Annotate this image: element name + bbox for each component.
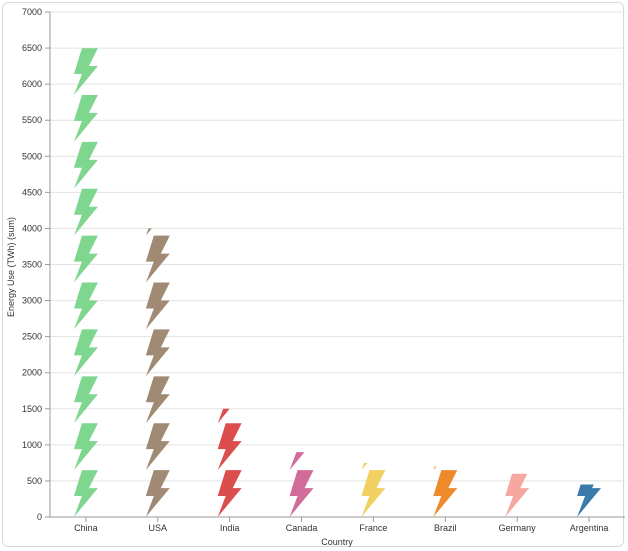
lightning-bolt-icon [73,470,98,517]
lightning-bolt-icon [73,48,98,95]
y-tick-label: 1500 [22,404,42,414]
y-tick-label: 2500 [22,332,42,342]
lightning-bolt-icon [505,473,530,517]
bar-argentina [577,484,602,517]
y-tick-label: 4000 [22,223,42,233]
y-tick-label: 4500 [22,187,42,197]
lightning-bolt-icon [145,376,170,424]
bars [73,48,602,517]
x-axis: China USA India Canada France Brazil Germany Ar… [50,516,625,533]
x-tick-label: France [359,523,387,533]
bar-germany [505,473,530,517]
lightning-bolt-icon [361,470,386,517]
y-tick-label: 1000 [22,440,42,450]
lightning-bolt-icon [73,188,98,236]
y-tick-label: 3000 [22,296,42,306]
lightning-bolt-icon [145,329,170,377]
y-tick-label: 6000 [22,79,42,89]
y-tick-label: 0 [37,512,42,522]
y-tick-label: 5000 [22,151,42,161]
x-tick-label: Canada [286,523,318,533]
lightning-bolt-icon [145,235,170,283]
lightning-bolt-icon [289,452,305,471]
x-tick-label: Argentina [570,523,609,533]
lightning-bolt-icon [73,329,98,377]
lightning-bolt-icon [361,462,368,471]
y-tick-label: 6500 [22,43,42,53]
lightning-bolt-icon [217,470,242,517]
lightning-bolt-icon [73,423,98,471]
bar-canada [289,452,314,517]
lightning-bolt-icon [217,423,242,471]
lightning-bolt-icon [433,470,458,517]
y-tick-label: 7000 [22,7,42,17]
y-tick-label: 2000 [22,368,42,378]
lightning-bolt-icon [73,94,98,142]
y-tick-label: 5500 [22,115,42,125]
bar-usa [145,228,170,517]
x-tick-label: Brazil [434,523,457,533]
y-axis: 0 500 1000 1500 2000 2500 3000 3500 4000 4500 5000… [22,7,51,522]
gridlines [50,11,625,518]
x-axis-title: Country [321,537,353,547]
x-tick-label: USA [149,523,168,533]
bar-brazil [433,466,458,517]
lightning-bolt-icon [217,408,230,424]
x-tick-label: China [74,523,98,533]
x-tick-label: India [220,523,240,533]
x-tick-label: Germany [499,523,537,533]
lightning-bolt-icon [145,470,170,517]
lightning-bolt-icon [145,423,170,471]
lightning-bolt-icon [73,235,98,283]
lightning-bolt-icon [73,282,98,330]
lightning-bolt-icon [73,376,98,424]
chart-frame [2,2,624,547]
lightning-bolt-icon [577,484,602,517]
bar-india [217,408,242,517]
lightning-bolt-icon [289,470,314,517]
y-tick-label: 3500 [22,260,42,270]
bar-france [361,462,386,517]
y-tick-label: 500 [27,476,42,486]
lightning-bolt-icon [73,141,98,189]
bar-china [73,48,98,517]
lightning-bolt-icon [433,466,437,471]
y-axis-title: Energy Use (TWh) (sum) [6,217,16,317]
lightning-bolt-icon [145,282,170,330]
